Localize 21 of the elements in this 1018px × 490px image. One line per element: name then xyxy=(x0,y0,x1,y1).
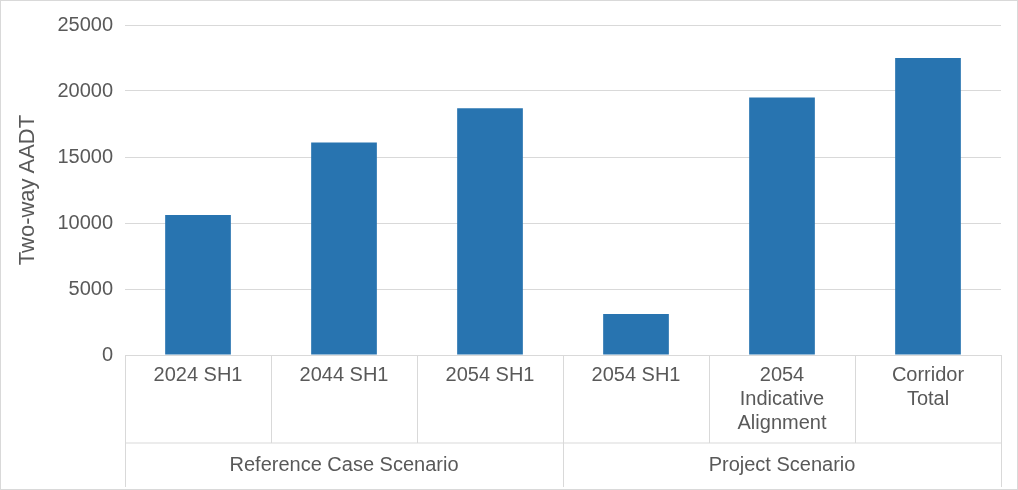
x-tick-label: 2044 SH1 xyxy=(299,362,389,385)
y-axis-title: Two-way AADT xyxy=(14,114,40,266)
x-tick-label: 2054 Indicative Alignment xyxy=(737,362,827,433)
bar xyxy=(457,108,523,355)
y-tick-label: 5000 xyxy=(68,276,114,299)
y-tick-label: 20000 xyxy=(57,78,114,101)
x-tick-label: 2054 SH1 xyxy=(591,362,681,385)
x-tick-label: 2054 SH1 xyxy=(445,362,535,385)
bar xyxy=(603,314,669,355)
y-tick-label: 0 xyxy=(101,342,114,365)
y-tick-label: 25000 xyxy=(57,12,114,35)
bar xyxy=(895,58,961,355)
text: Reference Case Scenario xyxy=(229,452,459,475)
x-tick-label: 2024 SH1 xyxy=(153,362,243,385)
bar xyxy=(749,97,815,355)
text: Project Scenario xyxy=(708,452,856,475)
x-tick-label: Corridor Total xyxy=(891,362,965,409)
y-tick-label: 15000 xyxy=(57,144,114,167)
bar xyxy=(311,142,377,355)
y-tick-label: 10000 xyxy=(57,210,114,233)
bar xyxy=(165,215,231,355)
